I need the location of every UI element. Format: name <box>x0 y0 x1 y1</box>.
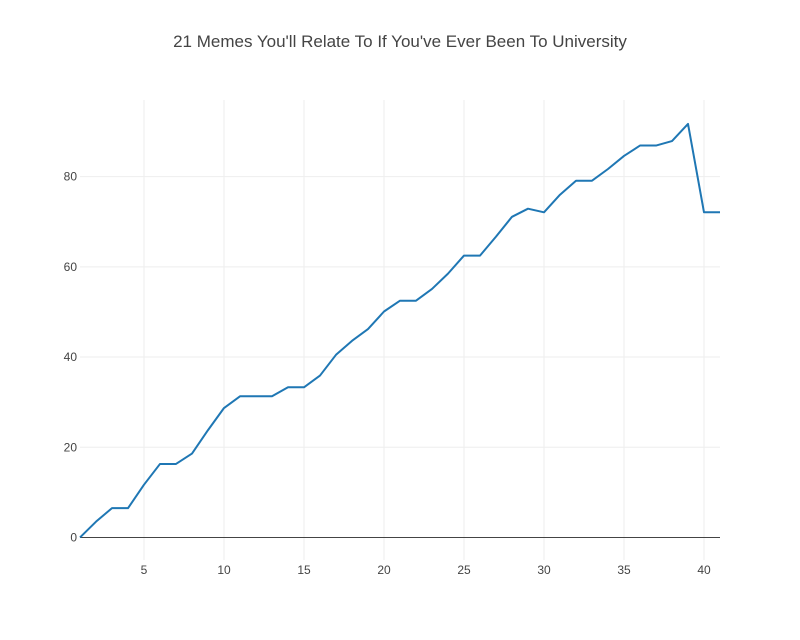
x-tick-label: 10 <box>217 563 231 577</box>
y-tick-label: 40 <box>64 350 78 364</box>
x-tick-label: 35 <box>617 563 631 577</box>
x-tick-label: 15 <box>297 563 311 577</box>
series-layer <box>79 122 720 539</box>
chart-title: 21 Memes You'll Relate To If You've Ever… <box>173 32 627 51</box>
y-tick-label: 60 <box>64 260 78 274</box>
x-tick-label: 5 <box>141 563 148 577</box>
x-tick-label: 25 <box>457 563 471 577</box>
y-tick-label: 20 <box>64 440 78 454</box>
series-line <box>79 122 720 539</box>
grid-layer <box>80 100 720 560</box>
x-tick-label: 20 <box>377 563 391 577</box>
axis-layer: 5 10 15 20 25 30 35 40 0 20 40 60 80 <box>64 170 720 577</box>
x-tick-label: 30 <box>537 563 551 577</box>
x-tick-label: 40 <box>697 563 711 577</box>
y-tick-label: 80 <box>64 170 78 184</box>
y-tick-label: 0 <box>70 530 77 544</box>
